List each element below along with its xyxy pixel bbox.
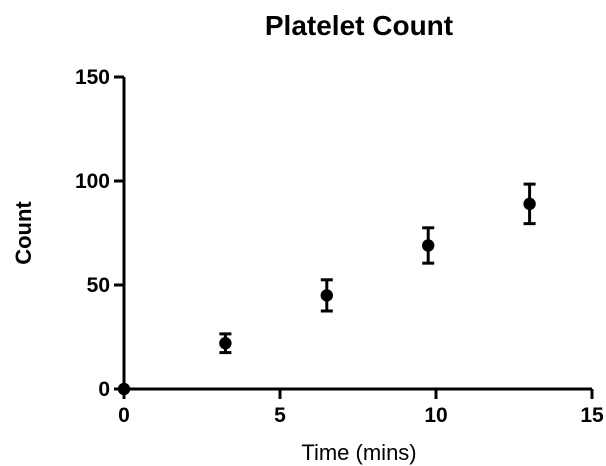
data-point-0 bbox=[117, 382, 131, 396]
chart-title: Platelet Count bbox=[265, 10, 453, 41]
x-tick-label-1: 5 bbox=[274, 404, 286, 427]
y-axis-title: Count bbox=[11, 201, 36, 265]
data-point-3 bbox=[422, 239, 435, 252]
data-point-2 bbox=[320, 289, 333, 302]
x-axis-title: Time (mins) bbox=[301, 440, 416, 465]
y-tick-label-3: 150 bbox=[75, 66, 110, 89]
plot-area: 0 50 100 150 0 5 10 15 bbox=[75, 66, 604, 427]
y-tick-label-0: 0 bbox=[98, 378, 110, 401]
x-tick-label-0: 0 bbox=[118, 404, 130, 427]
y-tick-label-2: 100 bbox=[75, 170, 110, 193]
data-point-4 bbox=[523, 197, 536, 211]
data-point-1 bbox=[219, 337, 232, 350]
x-tick-label-2: 10 bbox=[424, 404, 447, 427]
y-tick-label-1: 50 bbox=[87, 274, 110, 297]
x-tick-label-3: 15 bbox=[580, 404, 604, 427]
